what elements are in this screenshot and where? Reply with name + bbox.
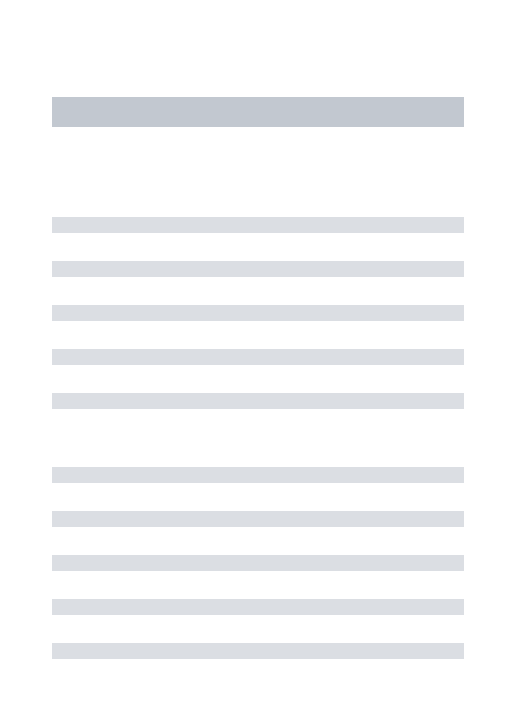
skeleton-line bbox=[52, 393, 464, 409]
skeleton-line bbox=[52, 555, 464, 571]
skeleton-line bbox=[52, 217, 464, 233]
skeleton-line bbox=[52, 599, 464, 615]
skeleton-line bbox=[52, 643, 464, 659]
skeleton-header-bar bbox=[52, 97, 464, 127]
skeleton-line bbox=[52, 349, 464, 365]
skeleton-line bbox=[52, 305, 464, 321]
skeleton-line bbox=[52, 261, 464, 277]
skeleton-line bbox=[52, 511, 464, 527]
skeleton-line bbox=[52, 467, 464, 483]
